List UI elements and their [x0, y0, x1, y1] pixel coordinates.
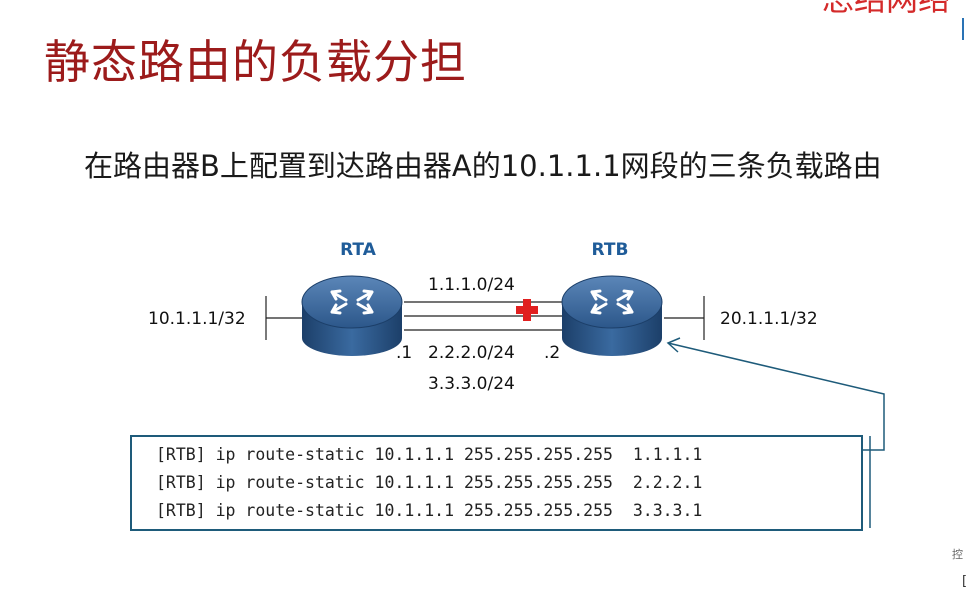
router-b-label: RTB	[591, 240, 629, 260]
right-network-label: 20.1.1.1/32	[720, 309, 818, 329]
rtb-interface-label: .2	[544, 343, 561, 363]
red-cross-icon	[516, 299, 538, 321]
config-line: [RTB] ip route-static 10.1.1.1 255.255.2…	[156, 445, 703, 464]
router-b-icon	[561, 275, 663, 356]
corner-cutoff-text: 总结网络	[822, 0, 950, 20]
callout-arrowhead	[666, 337, 681, 353]
config-line: [RTB] ip route-static 10.1.1.1 255.255.2…	[156, 501, 703, 520]
config-line: [RTB] ip route-static 10.1.1.1 255.255.2…	[156, 473, 703, 492]
router-a-icon	[301, 275, 403, 356]
router-a-label: RTA	[340, 240, 376, 260]
rta-interface-label: .1	[396, 343, 413, 363]
link-2-label: 2.2.2.0/24	[428, 343, 515, 363]
link-1-label: 1.1.1.0/24	[428, 275, 515, 295]
side-fragment-top: 控	[952, 548, 963, 561]
slide-description: 在路由器B上配置到达路由器A的10.1.1.1网段的三条负载路由	[84, 149, 882, 183]
slide-title: 静态路由的负载分担	[44, 35, 467, 89]
edge-fragment	[962, 18, 966, 40]
link-3-label: 3.3.3.0/24	[428, 374, 515, 394]
callout-connector	[667, 342, 885, 451]
config-code-box: [RTB] ip route-static 10.1.1.1 255.255.2…	[130, 435, 863, 531]
side-fragment-bottom: [	[962, 574, 966, 589]
left-network-label: 10.1.1.1/32	[148, 309, 246, 329]
